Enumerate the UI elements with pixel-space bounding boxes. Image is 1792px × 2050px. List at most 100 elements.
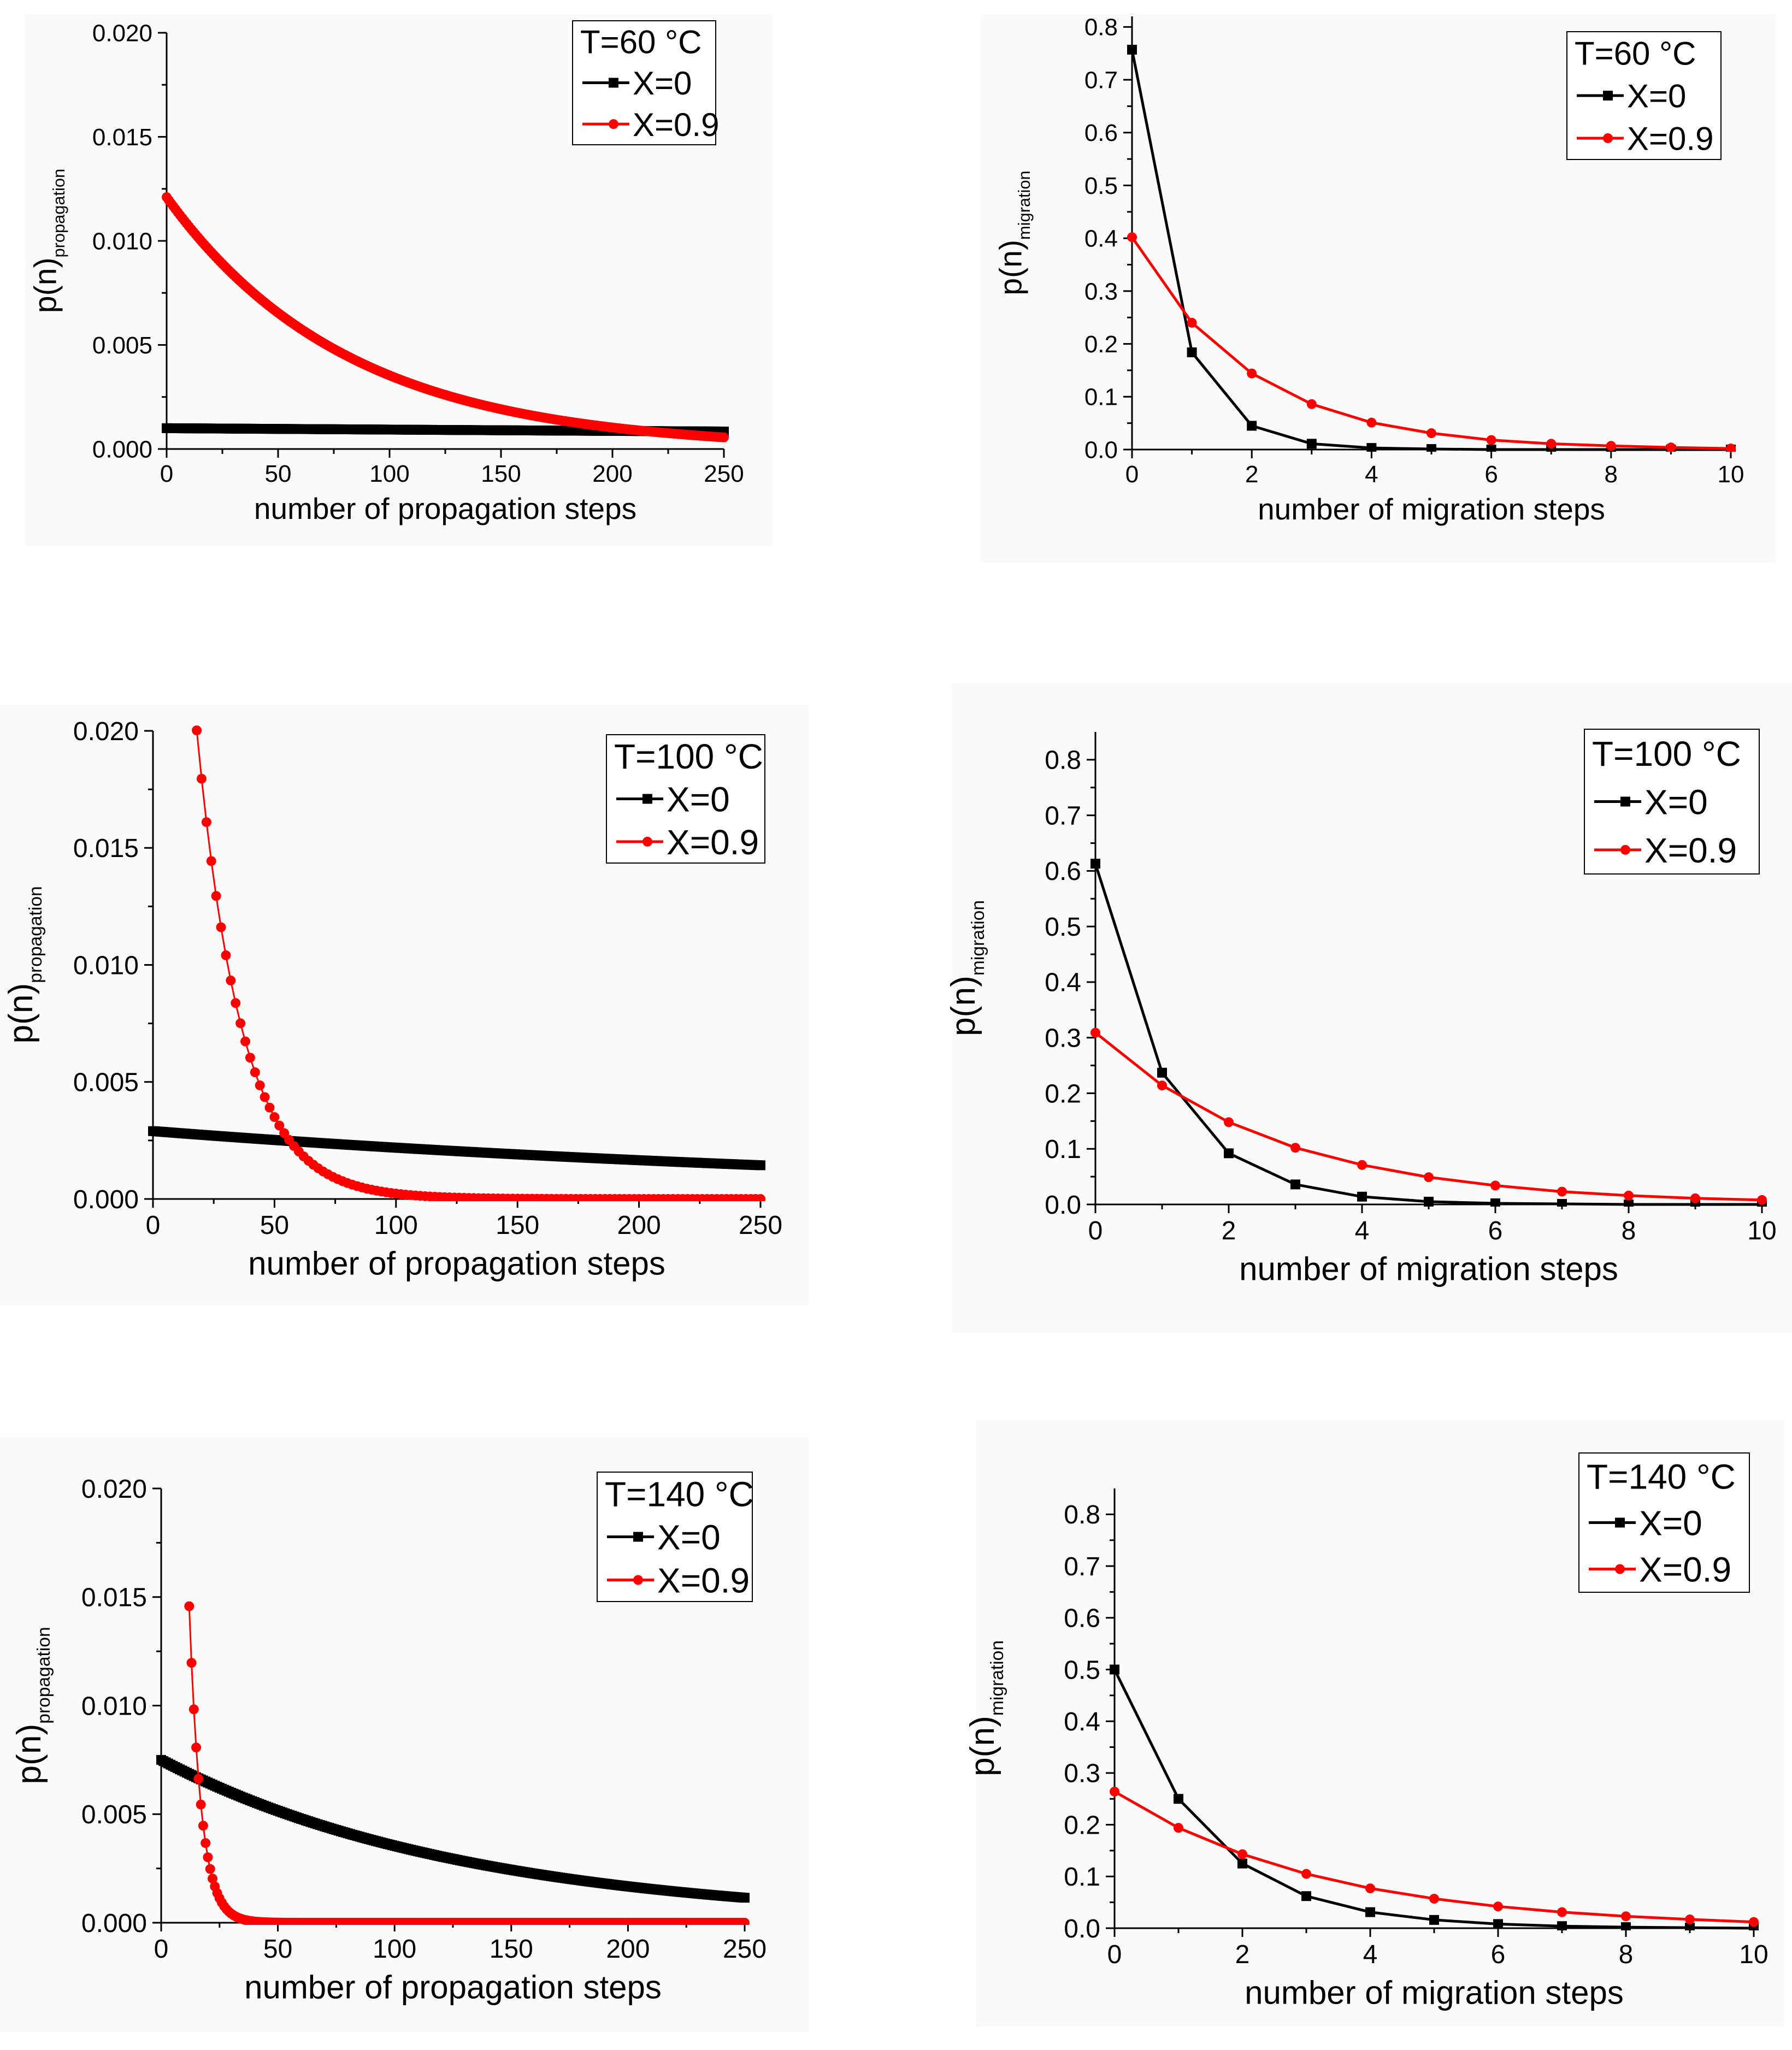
y-tick-label: 0.000	[73, 1185, 139, 1214]
legend: T=100 °C X=0 X=0.9	[1584, 729, 1760, 875]
y-tick-label: 0.3	[1084, 278, 1118, 305]
y-tick-label: 0.015	[92, 124, 152, 151]
data-point	[1365, 1907, 1375, 1917]
series-X=0.9	[184, 1601, 750, 1925]
data-point	[184, 1601, 194, 1611]
y-tick-label: 0.020	[92, 20, 152, 46]
legend-title: T=60 °C	[580, 23, 702, 60]
y-axis-label: p(n)propagation	[10, 1627, 54, 1784]
legend-title: T=140 °C	[1587, 1457, 1736, 1497]
y-axis-label: p(n)migration	[994, 170, 1034, 295]
x-tick-label: 0	[154, 1935, 169, 1964]
legend: T=100 °C X=0 X=0.9	[606, 734, 765, 864]
x-tick-label: 6	[1491, 1940, 1506, 1969]
data-point	[250, 1067, 260, 1078]
data-point	[1237, 1849, 1247, 1859]
y-tick-label: 0.005	[81, 1800, 147, 1829]
plot-area	[162, 192, 729, 442]
x-tick-label: 4	[1363, 1940, 1378, 1969]
data-point	[1557, 1198, 1567, 1207]
series-X=0.9	[192, 725, 765, 1201]
data-point	[1621, 1922, 1631, 1930]
legend: T=140 °C X=0 X=0.9	[597, 1472, 754, 1602]
series-X=0.9	[162, 192, 729, 442]
data-point	[201, 817, 211, 828]
data-point	[245, 1053, 255, 1063]
legend-label: X=0	[667, 780, 730, 819]
y-axis-label-sub: migration	[1015, 170, 1034, 240]
series-X=0.9	[1127, 232, 1736, 452]
x-tick-label: 50	[265, 460, 292, 487]
data-point	[1290, 1179, 1300, 1190]
data-point	[1365, 1883, 1375, 1894]
x-tick-label: 2	[1235, 1940, 1250, 1969]
y-axis-label-sub: migration	[968, 900, 988, 976]
x-tick-label: 200	[606, 1935, 650, 1964]
data-point	[255, 1080, 265, 1091]
data-point	[1224, 1148, 1234, 1159]
x-tick-label: 10	[1747, 1216, 1776, 1245]
data-point	[1127, 232, 1137, 243]
data-point	[1110, 1664, 1119, 1675]
x-tick-label: 10	[1739, 1940, 1768, 1969]
x-tick-label: 50	[260, 1211, 289, 1240]
y-tick-label: 0.2	[1045, 1079, 1081, 1108]
data-point	[740, 1918, 750, 1925]
x-tick-label: 250	[704, 460, 744, 487]
data-point	[1624, 1200, 1634, 1207]
y-tick-label: 0.7	[1084, 67, 1118, 93]
data-point	[1237, 1858, 1247, 1869]
data-point	[1090, 1027, 1100, 1038]
data-point	[1426, 444, 1436, 452]
data-point	[1557, 1921, 1567, 1930]
x-tick-label: 50	[263, 1935, 292, 1964]
series-X=0.9	[1090, 1027, 1767, 1205]
x-tick-label: 150	[496, 1211, 539, 1240]
data-point	[1424, 1196, 1434, 1207]
data-point	[1247, 421, 1257, 431]
x-tick-label: 8	[1622, 1216, 1636, 1245]
data-point	[226, 975, 236, 985]
y-axis-label-sub: migration	[987, 1640, 1007, 1716]
data-point	[1366, 417, 1377, 428]
legend: T=140 °C X=0 X=0.9	[1578, 1452, 1750, 1593]
chart-panel-mig60: 0 2 4 6 8 10 0.0 0.1 0.2 0.3 0.4 0.5 0.6 0.7 0.8 number…	[981, 14, 1776, 563]
y-tick-label: 0.015	[81, 1584, 147, 1612]
y-tick-label: 0.005	[92, 332, 152, 359]
data-point	[1546, 439, 1557, 449]
data-point	[1493, 1901, 1503, 1912]
data-point	[1557, 1907, 1567, 1917]
y-tick-label: 0.5	[1045, 913, 1081, 942]
series-X=0.9	[1110, 1786, 1759, 1927]
data-point	[188, 1704, 199, 1715]
data-point	[1306, 399, 1317, 409]
y-tick-label: 0.7	[1064, 1552, 1100, 1581]
y-tick-label: 0.020	[73, 717, 139, 746]
plot-area	[1127, 44, 1736, 452]
data-point	[1557, 1186, 1567, 1197]
data-point	[274, 1120, 285, 1131]
data-point	[203, 1852, 213, 1863]
legend-label: X=0	[657, 1518, 721, 1557]
legend-marker	[633, 1532, 643, 1542]
y-tick-label: 0.7	[1045, 801, 1081, 830]
legend-label: X=0	[1639, 1504, 1702, 1543]
legend-marker	[642, 794, 652, 804]
data-point	[1490, 1198, 1500, 1207]
x-tick-label: 250	[723, 1935, 767, 1964]
data-point	[264, 1102, 275, 1113]
data-point	[1493, 1919, 1503, 1929]
data-point	[216, 922, 226, 932]
y-axis-label-main: p(n)	[964, 1716, 1001, 1776]
y-axis-label: p(n)propagation	[28, 169, 68, 313]
data-point	[1110, 1786, 1119, 1797]
data-point	[1306, 439, 1317, 449]
data-point	[221, 950, 231, 960]
data-point	[192, 725, 202, 736]
data-point	[1224, 1117, 1234, 1127]
legend-marker	[609, 78, 618, 88]
y-tick-label: 0.3	[1045, 1024, 1081, 1053]
y-tick-label: 0.3	[1064, 1759, 1100, 1788]
y-axis-label-main: p(n)	[945, 976, 982, 1036]
x-tick-label: 4	[1365, 461, 1378, 488]
